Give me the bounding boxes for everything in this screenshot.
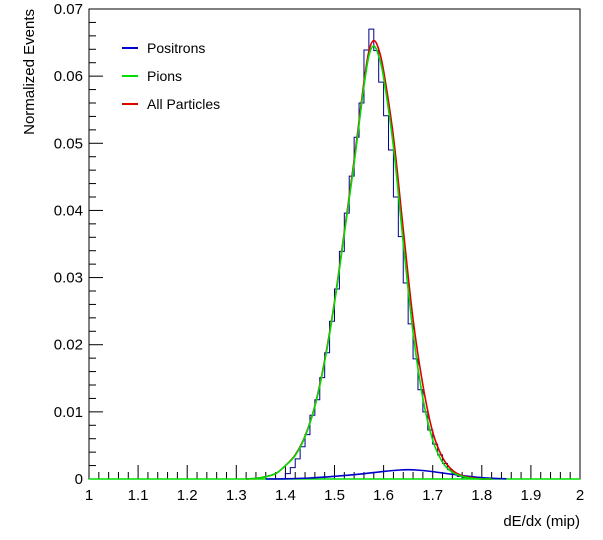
x-tick-label: 1.8	[471, 487, 492, 504]
x-tick-label: 2	[576, 487, 584, 504]
series-pions-line	[246, 45, 492, 480]
y-tick-label: 0.06	[54, 68, 83, 85]
y-tick-label: 0.01	[54, 404, 83, 421]
x-tick-label: 1.1	[128, 487, 149, 504]
x-tick-label: 1	[85, 487, 93, 504]
legend: Positrons Pions All Particles	[122, 40, 220, 112]
legend-label-all-particles: All Particles	[147, 96, 220, 112]
x-tick-label: 1.3	[226, 487, 247, 504]
x-tick-label: 1.2	[177, 487, 198, 504]
series-layer	[246, 39, 507, 480]
x-tick-label: 1.6	[373, 487, 394, 504]
x-tick-label: 1.4	[275, 487, 296, 504]
x-tick-label: 1.7	[422, 487, 443, 504]
legend-label-positrons: Positrons	[147, 40, 205, 56]
y-tick-label: 0.05	[54, 135, 83, 152]
y-axis-tick-labels: 0 0.01 0.02 0.03 0.04 0.05 0.06 0.07	[54, 1, 83, 488]
x-tick-label: 1.9	[520, 487, 541, 504]
y-tick-label: 0	[75, 471, 83, 488]
series-all-particles-line	[246, 39, 492, 480]
y-tick-label: 0.04	[54, 202, 83, 219]
y-axis-label: Normalized Events	[21, 9, 38, 135]
y-axis-ticks	[89, 8, 103, 480]
y-tick-label: 0.02	[54, 337, 83, 354]
x-axis-tick-labels: 1 1.1 1.2 1.3 1.4 1.5 1.6 1.7 1.8 1.9 2	[85, 487, 584, 504]
legend-label-pions: Pions	[147, 68, 182, 84]
x-tick-label: 1.5	[324, 487, 345, 504]
x-axis-label: dE/dx (mip)	[503, 513, 580, 530]
histogram-outline	[284, 28, 482, 480]
y-tick-label: 0.03	[54, 270, 83, 287]
y-tick-label: 0.07	[54, 1, 83, 18]
